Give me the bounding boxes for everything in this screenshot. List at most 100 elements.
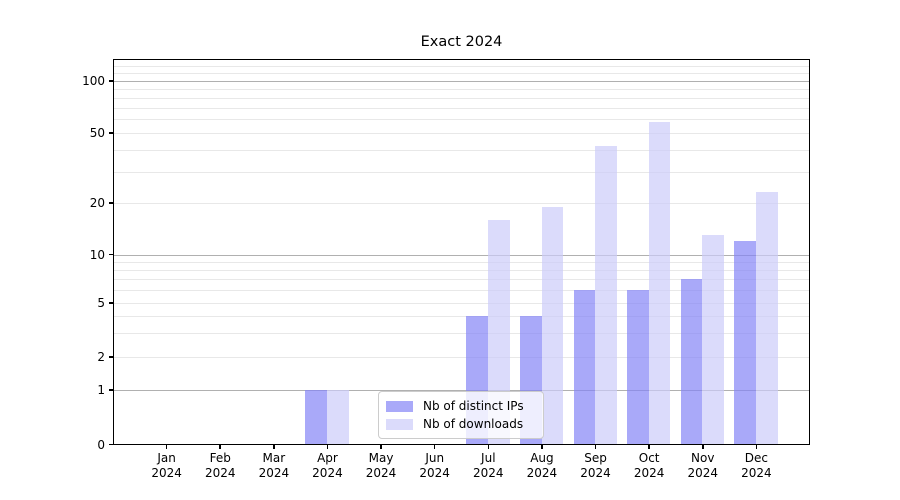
- x-tick-month: Jun: [425, 451, 445, 465]
- y-axis-tick-label: 50: [89, 126, 105, 140]
- x-tick-month: Aug: [530, 451, 554, 465]
- x-tick-year: 2024: [580, 466, 611, 480]
- y-axis-tick-label: 1: [97, 383, 105, 397]
- x-tick-month: Oct: [638, 451, 660, 465]
- x-axis-tick-label: Jun 2024: [407, 451, 463, 481]
- legend-label-downloads: Nb of downloads: [423, 417, 524, 431]
- legend-swatch-distinct-ips-icon: [386, 400, 413, 412]
- y-gridline-minor: [114, 290, 809, 292]
- legend-label-distinct-ips: Nb of distinct IPs: [423, 399, 524, 413]
- x-tick-month: Jan: [157, 451, 176, 465]
- x-axis-tick-label: Apr 2024: [299, 451, 355, 481]
- y-gridline-major: [114, 390, 809, 391]
- y-gridline-minor: [114, 279, 809, 281]
- y-tick-mark: [108, 389, 113, 391]
- x-tick-year: 2024: [258, 466, 290, 480]
- y-axis-tick-label: 0: [97, 437, 105, 452]
- x-axis-tick-label: Oct 2024: [621, 451, 677, 481]
- x-tick-year: 2024: [365, 466, 397, 480]
- x-axis-tick-label: Nov 2024: [675, 451, 731, 481]
- x-axis-tick-label: Aug 2024: [514, 451, 570, 481]
- y-gridline-minor: [114, 203, 809, 204]
- y-gridline-minor: [114, 261, 809, 263]
- y-gridline-minor: [114, 333, 809, 335]
- x-tick-month: Jul: [481, 451, 496, 465]
- bar-downloads: [648, 121, 671, 445]
- x-tick-month: Nov: [691, 451, 715, 465]
- x-tick-year: 2024: [473, 466, 504, 480]
- bar-distinct-ips: [627, 290, 649, 445]
- x-tick-mark: [755, 444, 758, 449]
- y-axis-tick-label: 2: [97, 350, 105, 364]
- y-gridline-minor: [114, 88, 809, 90]
- bar-distinct-ips: [680, 279, 703, 445]
- x-axis-tick-label: Jan 2024: [139, 451, 195, 481]
- x-tick-year: 2024: [312, 466, 343, 480]
- x-tick-month: Sep: [584, 451, 607, 465]
- y-gridline-minor: [114, 150, 809, 152]
- x-tick-mark: [219, 444, 221, 449]
- x-tick-mark: [165, 444, 168, 449]
- x-axis-tick-label: Dec 2024: [728, 451, 784, 481]
- x-tick-month: Mar: [262, 451, 286, 465]
- x-tick-month: Dec: [744, 451, 768, 465]
- x-tick-month: Apr: [317, 451, 338, 465]
- legend-item-downloads: Nb of downloads: [386, 415, 535, 433]
- bar-downloads: [755, 192, 778, 445]
- y-gridline-major: [114, 254, 809, 256]
- y-tick-mark: [108, 253, 113, 256]
- legend-item-distinct-ips: Nb of distinct IPs: [386, 397, 535, 415]
- legend: Nb of distinct IPs Nb of downloads: [378, 391, 544, 439]
- legend-swatch-downloads-icon: [386, 418, 413, 430]
- y-gridline-minor: [114, 303, 809, 304]
- x-axis-tick-label: Jul 2024: [460, 451, 516, 481]
- bar-distinct-ips: [734, 240, 756, 445]
- x-tick-year: 2024: [419, 466, 450, 480]
- y-tick-mark: [108, 202, 113, 204]
- bar-downloads: [702, 235, 724, 445]
- y-axis-tick-label: 10: [89, 247, 105, 262]
- bar-downloads: [487, 219, 510, 445]
- x-tick-year: 2024: [204, 466, 236, 480]
- y-tick-mark: [108, 302, 113, 304]
- y-gridline-minor: [114, 107, 809, 109]
- y-gridline-minor: [114, 66, 809, 68]
- x-axis-tick-label: Feb 2024: [192, 451, 248, 481]
- bar-distinct-ips: [305, 390, 328, 445]
- y-gridline-minor: [114, 316, 809, 318]
- x-tick-mark: [380, 444, 382, 449]
- y-tick-mark: [108, 80, 113, 82]
- chart-title: Exact 2024: [420, 34, 503, 50]
- y-gridline-minor: [114, 133, 809, 134]
- y-gridline-minor: [114, 357, 809, 358]
- bar-distinct-ips: [573, 290, 596, 445]
- y-tick-mark: [108, 356, 113, 358]
- x-tick-mark: [273, 444, 275, 449]
- x-tick-year: 2024: [687, 466, 719, 480]
- y-gridline-minor: [114, 97, 809, 99]
- y-tick-mark: [108, 132, 113, 134]
- x-tick-year: 2024: [526, 466, 558, 480]
- y-axis-tick-label: 5: [97, 296, 105, 310]
- bar-downloads: [327, 390, 349, 445]
- x-tick-year: 2024: [633, 466, 665, 480]
- y-gridline-major: [114, 81, 809, 82]
- x-tick-mark: [702, 444, 704, 449]
- x-tick-month: May: [368, 451, 394, 465]
- x-tick-mark: [487, 444, 490, 449]
- x-tick-month: Feb: [209, 451, 231, 465]
- x-tick-mark: [541, 444, 543, 449]
- bar-downloads: [595, 146, 617, 445]
- y-gridline-minor: [114, 119, 809, 121]
- x-tick-year: 2024: [151, 466, 182, 480]
- x-tick-mark: [326, 444, 329, 449]
- x-tick-mark: [594, 444, 597, 449]
- y-axis-tick-label: 100: [82, 74, 105, 88]
- x-tick-mark: [433, 444, 436, 449]
- x-axis-tick-label: Sep 2024: [568, 451, 624, 481]
- x-axis-tick-label: Mar 2024: [246, 451, 302, 481]
- y-tick-mark: [108, 443, 113, 446]
- y-gridline-minor: [114, 73, 809, 75]
- x-tick-mark: [648, 444, 650, 449]
